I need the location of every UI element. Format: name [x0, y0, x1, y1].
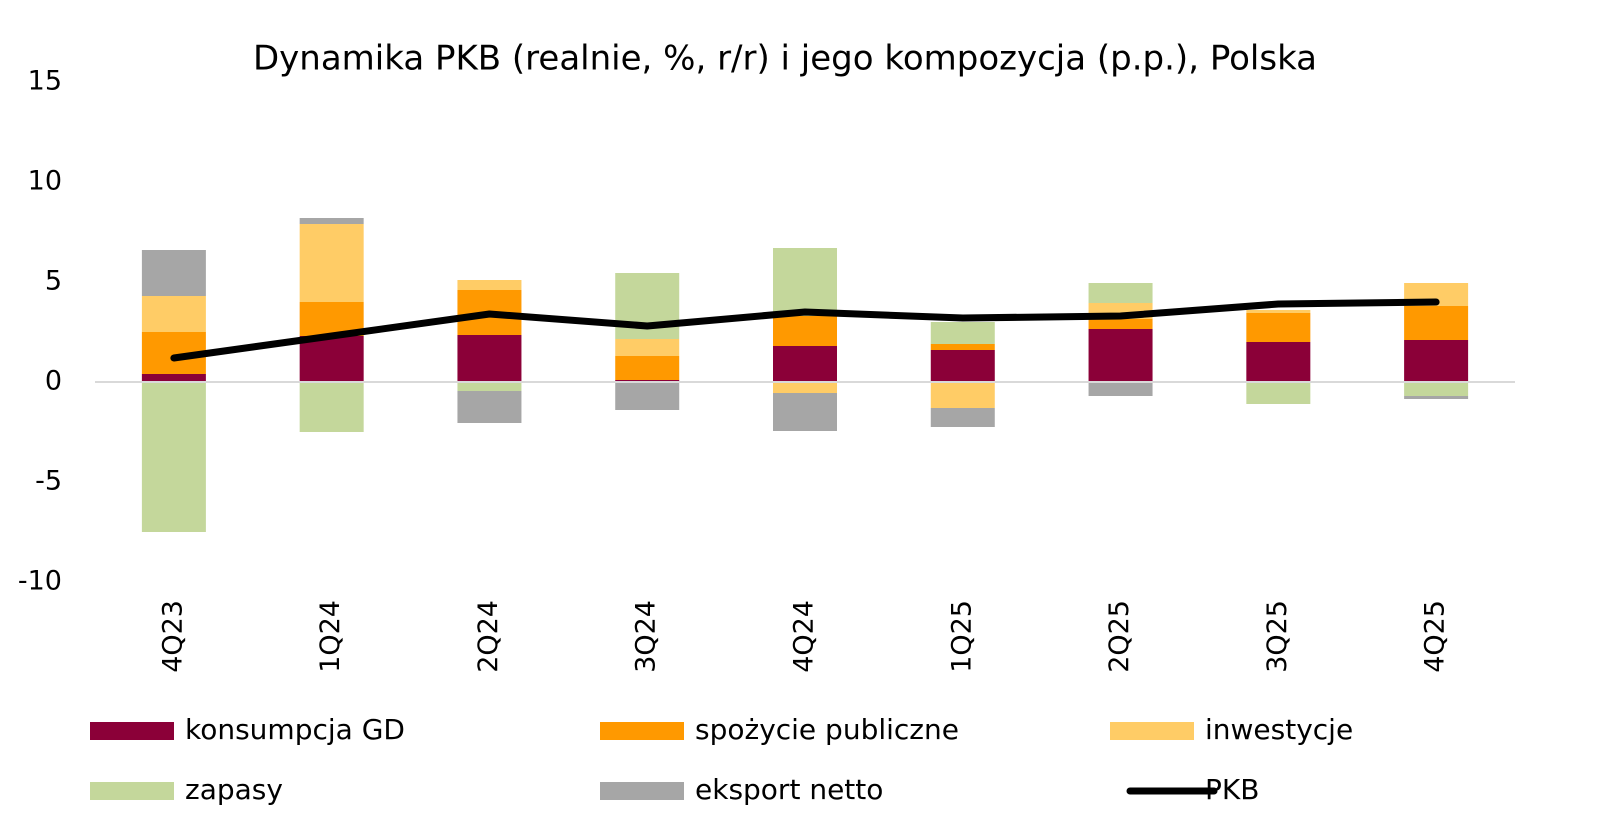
- y-tick-label: 0: [45, 366, 62, 397]
- bar-segment: [141, 374, 206, 382]
- x-tick-label: 2Q25: [1104, 600, 1135, 673]
- bar-segment: [1088, 329, 1153, 382]
- legend-swatch: [600, 782, 684, 800]
- legend-label: inwestycje: [1205, 713, 1353, 746]
- x-tick-label: 2Q24: [473, 600, 504, 673]
- bar-segment: [773, 346, 837, 382]
- legend-label: PKB: [1205, 773, 1259, 806]
- legend-label: zapasy: [185, 773, 283, 806]
- bar-segment: [299, 218, 364, 224]
- x-tick-label: 3Q25: [1262, 600, 1293, 673]
- bar-segment: [1088, 319, 1153, 329]
- legend-swatch: [90, 722, 174, 740]
- bar-segment: [457, 280, 522, 290]
- bar-segment: [773, 316, 837, 346]
- x-tick-label: 4Q23: [157, 600, 188, 673]
- bar-segment: [1246, 382, 1311, 404]
- legend-label: spożycie publiczne: [695, 713, 959, 746]
- bar-segment: [1246, 342, 1311, 382]
- y-tick-label: 10: [28, 166, 62, 197]
- bar-segment: [773, 382, 837, 393]
- x-tick-label: 4Q24: [789, 600, 820, 673]
- bar-segment: [615, 339, 680, 356]
- bar-segment: [1088, 283, 1153, 303]
- y-tick-label: -5: [35, 466, 62, 497]
- bar-segment: [141, 296, 206, 332]
- chart-title: Dynamika PKB (realnie, %, r/r) i jego ko…: [253, 39, 1317, 79]
- legend-label: konsumpcja GD: [185, 713, 405, 746]
- x-tick-label: 1Q24: [315, 600, 346, 673]
- bar-segment: [773, 393, 837, 431]
- bar-segment: [299, 336, 364, 382]
- bar-segment: [457, 391, 522, 423]
- legend-swatch: [90, 782, 174, 800]
- bar-segment: [1088, 382, 1153, 396]
- bar-segment: [1404, 340, 1469, 382]
- bar-segment: [1404, 382, 1469, 396]
- bar-segment: [930, 350, 995, 382]
- y-tick-label: -10: [18, 566, 62, 597]
- bar-segment: [1246, 310, 1311, 313]
- bar-segment: [141, 382, 206, 532]
- bar-segment: [930, 322, 995, 344]
- x-tick-label: 1Q25: [946, 600, 977, 673]
- bar-segment: [930, 408, 995, 427]
- bar-segment: [615, 356, 680, 380]
- x-tick-label: 4Q25: [1420, 600, 1451, 673]
- line: [170, 298, 1440, 362]
- bar-segment: [1404, 396, 1469, 399]
- bar-segment: [773, 248, 837, 316]
- bar-segment: [930, 382, 995, 408]
- x-tick-label: 3Q24: [631, 600, 662, 673]
- legend-swatch: [1110, 722, 1194, 740]
- legend-swatch: [600, 722, 684, 740]
- bar-segment: [299, 382, 364, 432]
- bar-segment: [457, 335, 522, 382]
- y-tick-label: 15: [28, 66, 62, 97]
- bar-segment: [930, 344, 995, 350]
- bar-segment: [141, 250, 206, 296]
- bar-segment: [1246, 313, 1311, 342]
- bar-segment: [299, 224, 364, 302]
- bar-segment: [1404, 306, 1469, 340]
- bar-segment: [457, 382, 522, 391]
- bar-segment: [615, 382, 680, 410]
- y-tick-label: 5: [45, 266, 62, 297]
- legend-label: eksport netto: [695, 773, 883, 806]
